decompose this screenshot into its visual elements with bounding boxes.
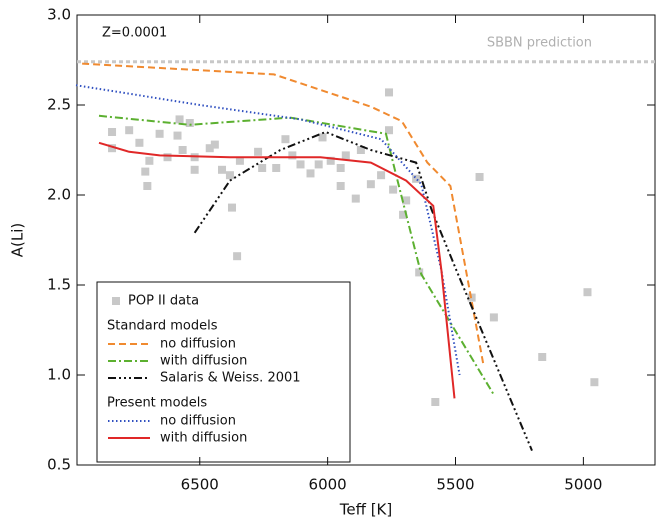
data-point (341, 151, 350, 160)
x-axis-label: Teff [K] (339, 501, 393, 519)
legend-label: no diffusion (160, 414, 236, 429)
data-point (351, 194, 360, 203)
y-tick-label: 2.0 (47, 186, 71, 204)
data-point (233, 252, 242, 261)
data-point (314, 160, 323, 169)
y-axis-label: A(Li) (9, 223, 27, 258)
y-tick-label: 2.5 (47, 96, 71, 114)
data-point (141, 167, 150, 176)
data-point (356, 146, 365, 154)
data-point (475, 173, 484, 181)
reference-label: SBBN prediction (487, 35, 592, 50)
data-point (143, 182, 152, 190)
data-point (489, 313, 498, 322)
data-point (163, 153, 172, 162)
data-point (235, 156, 244, 165)
y-tick-label: 3.0 (47, 6, 71, 24)
legend-label: with diffusion (160, 354, 247, 369)
data-point (415, 268, 424, 277)
data-point (538, 353, 547, 361)
x-tick-label: 6000 (309, 476, 347, 494)
data-point (336, 182, 345, 190)
data-point (185, 119, 194, 127)
data-point (281, 135, 290, 144)
y-tick-label: 1.0 (47, 366, 71, 384)
data-point (190, 165, 199, 174)
y-tick-label: 0.5 (47, 456, 71, 474)
legend-label: POP II data (128, 294, 199, 309)
legend-group-title: Standard models (107, 319, 218, 334)
data-point (254, 147, 263, 156)
data-point (385, 126, 394, 135)
x-tick-label: 5000 (564, 476, 602, 494)
data-point (366, 180, 375, 189)
data-point (205, 144, 214, 153)
data-point (318, 133, 327, 142)
data-point (385, 88, 394, 97)
data-point (583, 288, 592, 297)
data-point (227, 203, 236, 212)
legend-marker (112, 297, 120, 305)
data-point (272, 164, 281, 172)
data-point (125, 126, 134, 135)
data-point (108, 128, 117, 136)
data-point (175, 115, 184, 124)
model-line (98, 114, 495, 396)
model-line (193, 130, 533, 451)
x-tick-label: 6500 (181, 476, 219, 494)
legend-label: with diffusion (160, 431, 247, 446)
data-point (306, 169, 315, 178)
data-point (412, 174, 421, 183)
data-point (108, 144, 117, 153)
data-point (336, 164, 345, 172)
data-point (210, 140, 219, 149)
data-point (399, 210, 408, 219)
data-point (218, 165, 227, 174)
data-point (145, 156, 154, 165)
data-point (389, 185, 398, 194)
data-point (258, 164, 267, 172)
data-point (402, 196, 411, 205)
data-point (326, 156, 335, 165)
data-point (590, 378, 599, 387)
legend-group-title: Present models (107, 396, 207, 411)
data-point (431, 398, 440, 406)
model-line (82, 62, 485, 367)
annotation: Z=0.0001 (102, 26, 167, 41)
data-point (288, 151, 297, 160)
data-point (225, 171, 234, 180)
data-point (135, 138, 144, 147)
legend-label: no diffusion (160, 337, 236, 352)
y-tick-label: 1.5 (47, 276, 71, 294)
data-point (178, 146, 187, 154)
legend-label: Salaris & Weiss. 2001 (160, 371, 301, 386)
model-line (98, 141, 456, 399)
data-point (377, 171, 386, 180)
data-point (155, 129, 164, 138)
model-line (75, 84, 461, 376)
legend-box (96, 281, 351, 463)
plot-frame (76, 14, 656, 466)
data-point (173, 131, 182, 140)
data-point (296, 160, 305, 169)
x-tick-label: 5500 (436, 476, 474, 494)
